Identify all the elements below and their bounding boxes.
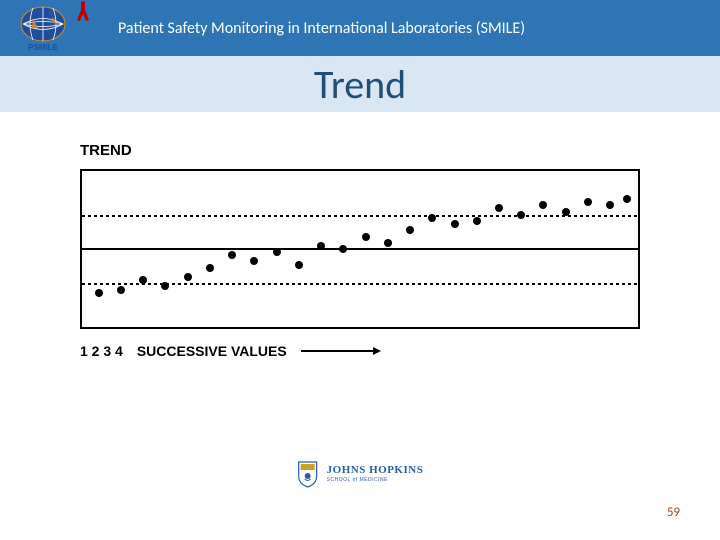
plot-area	[80, 169, 640, 329]
data-point	[451, 220, 459, 228]
data-point	[623, 195, 631, 203]
data-point	[317, 242, 325, 250]
data-point	[562, 208, 570, 216]
data-point	[428, 214, 436, 222]
trend-chart: TREND 1 2 3 4 SUCCESSIVE VALUES	[80, 142, 640, 359]
data-point	[184, 273, 192, 281]
data-point	[406, 226, 414, 234]
data-point	[362, 233, 370, 241]
axis-title: SUCCESSIVE VALUES	[137, 343, 287, 359]
svg-text:PSMILE: PSMILE	[28, 43, 58, 52]
data-point	[384, 239, 392, 247]
data-point	[584, 198, 592, 206]
data-point	[495, 204, 503, 212]
data-point	[206, 264, 214, 272]
data-point	[161, 282, 169, 290]
shield-icon	[297, 460, 319, 488]
banner-title: Patient Safety Monitoring in Internation…	[96, 19, 720, 38]
axis-ticks: 1 2 3 4	[80, 343, 123, 359]
jh-text-block: JOHNS HOPKINS SCHOOL of MEDICINE	[327, 465, 424, 483]
jh-subtitle: SCHOOL of MEDICINE	[327, 478, 424, 483]
data-point	[250, 257, 258, 265]
page-number: 59	[667, 505, 680, 520]
jh-name: JOHNS HOPKINS	[327, 465, 424, 476]
data-point	[606, 201, 614, 209]
johns-hopkins-logo: JOHNS HOPKINS SCHOOL of MEDICINE	[297, 460, 424, 488]
psmile-logo: PSMILE	[0, 0, 96, 56]
data-point	[95, 289, 103, 297]
data-point	[517, 211, 525, 219]
title-banner: Trend	[0, 56, 720, 112]
upper-control-line	[82, 215, 638, 217]
chart-label: TREND	[80, 142, 640, 159]
mean-line	[82, 248, 638, 250]
x-axis-label: 1 2 3 4 SUCCESSIVE VALUES	[80, 343, 640, 359]
slide-root: PSMILE Patient Safety Monitoring in Inte…	[0, 0, 720, 540]
data-point	[473, 217, 481, 225]
arrow-icon	[301, 346, 381, 356]
slide-title: Trend	[314, 60, 406, 109]
data-point	[295, 261, 303, 269]
data-point	[139, 276, 147, 284]
data-point	[273, 248, 281, 256]
data-point	[117, 286, 125, 294]
globe-icon: PSMILE	[13, 3, 83, 53]
data-point	[539, 201, 547, 209]
data-point	[339, 245, 347, 253]
top-banner: PSMILE Patient Safety Monitoring in Inte…	[0, 0, 720, 56]
data-point	[228, 251, 236, 259]
ribbon-icon	[76, 0, 90, 22]
